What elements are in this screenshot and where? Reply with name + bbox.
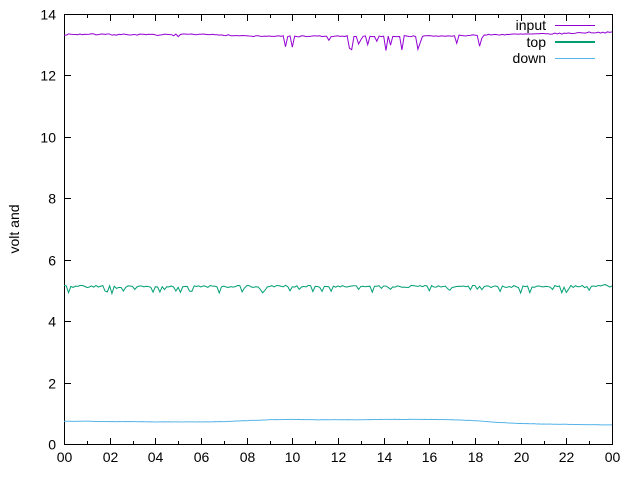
x-tick-label: 08 [240, 449, 256, 465]
x-tick-label: 18 [468, 449, 484, 465]
series-line-input [63, 31, 613, 52]
y-tick-label: 6 [48, 253, 56, 269]
y-tick-label: 8 [48, 191, 56, 207]
legend-label-input: input [515, 17, 546, 34]
legend-item-input: input [435, 17, 595, 34]
x-tick-label: 04 [148, 449, 164, 465]
x-tick-label: 00 [57, 449, 73, 465]
x-tick-label: 16 [422, 449, 438, 465]
y-tick-label: 14 [40, 7, 56, 23]
y-tick-label: 10 [40, 130, 56, 146]
x-tick-label: 12 [331, 449, 347, 465]
legend: input top down [435, 17, 595, 67]
x-tick-label: 20 [514, 449, 530, 465]
legend-item-top: top [435, 34, 595, 51]
legend-line-sample-top [555, 41, 595, 43]
series-line-down [64, 418, 613, 426]
legend-label-down: down [512, 50, 546, 67]
x-tick-label: 06 [194, 449, 210, 465]
y-tick-label: 12 [40, 68, 56, 84]
x-tick-label: 00 [605, 449, 621, 465]
y-tick-label: 4 [48, 314, 56, 330]
series-line-top [63, 284, 613, 296]
x-tick-label: 22 [559, 449, 575, 465]
legend-line-sample-input [555, 24, 595, 26]
x-tick-label: 02 [103, 449, 119, 465]
legend-item-down: down [435, 50, 595, 67]
legend-label-top: top [526, 33, 546, 50]
x-tick-label: 10 [285, 449, 301, 465]
y-tick-label: 2 [48, 376, 56, 392]
y-tick-label: 0 [48, 437, 56, 453]
x-tick-label: 14 [377, 449, 393, 465]
legend-line-sample-down [555, 57, 595, 59]
plot-border [64, 14, 613, 445]
y-axis-title: volt and [6, 204, 22, 253]
